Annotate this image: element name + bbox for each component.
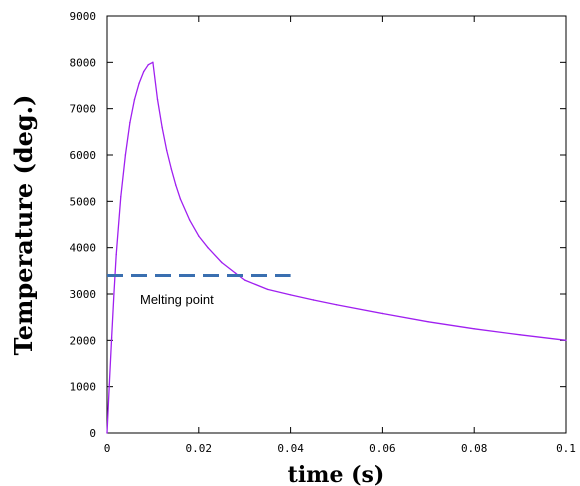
data-point <box>138 82 140 84</box>
x-tick-label: 0.08 <box>461 442 488 455</box>
y-tick-label: 6000 <box>70 149 97 162</box>
data-point <box>129 121 131 124</box>
data-point <box>170 168 172 170</box>
data-point <box>110 337 113 339</box>
data-point <box>198 235 200 237</box>
data-point <box>161 126 163 128</box>
data-point <box>221 261 223 264</box>
series-layer <box>106 61 567 434</box>
y-tick-label: 3000 <box>70 288 97 301</box>
data-point <box>188 219 191 221</box>
data-point <box>113 293 115 295</box>
data-point <box>143 70 145 73</box>
data-point <box>124 154 127 156</box>
x-tick-label: 0 <box>104 442 111 455</box>
data-point <box>108 383 111 386</box>
axis-ticks <box>106 15 567 434</box>
data-point <box>234 272 237 274</box>
y-tick-label: 8000 <box>70 56 97 69</box>
data-point <box>120 196 122 198</box>
plot-frame <box>106 15 567 434</box>
data-point <box>152 61 154 63</box>
x-tick-label: 0.1 <box>556 442 576 455</box>
y-tick-label: 5000 <box>70 195 97 208</box>
data-point <box>179 198 182 200</box>
data-point <box>335 304 338 306</box>
data-point <box>166 149 168 152</box>
y-tick-label: 2000 <box>70 334 97 347</box>
data-point <box>289 294 292 296</box>
data-point <box>207 247 209 249</box>
data-point <box>133 98 136 101</box>
series-line <box>106 61 567 434</box>
data-point <box>381 312 384 315</box>
data-point <box>427 321 429 323</box>
x-tick-label: 0.02 <box>186 442 213 455</box>
data-point <box>519 334 521 336</box>
x-axis-title: time (s) <box>288 462 385 486</box>
data-point <box>565 339 567 341</box>
y-tick-label: 9000 <box>70 10 97 23</box>
y-axis-title: Temperature (deg.) <box>9 95 38 356</box>
y-tick-labels: 0 1000 2000 3000 4000 5000 6000 7000 8000 9000 <box>70 10 97 440</box>
data-point <box>175 184 177 186</box>
data-point <box>156 98 159 101</box>
melting-point-label: Melting point <box>140 292 214 307</box>
y-tick-label: 4000 <box>70 242 97 255</box>
y-tick-label: 7000 <box>70 103 97 116</box>
data-point <box>106 432 108 434</box>
y-tick-label: 0 <box>89 427 96 440</box>
data-point <box>115 253 117 256</box>
data-point <box>473 328 475 330</box>
data-point <box>147 63 149 66</box>
y-tick-label: 1000 <box>70 381 97 394</box>
x-tick-label: 0.04 <box>277 442 304 455</box>
x-tick-labels: 0 0.02 0.04 0.06 0.08 0.1 <box>104 442 576 455</box>
data-point <box>266 288 269 291</box>
data-point <box>244 279 246 281</box>
x-tick-label: 0.06 <box>369 442 396 455</box>
data-point <box>312 299 315 301</box>
